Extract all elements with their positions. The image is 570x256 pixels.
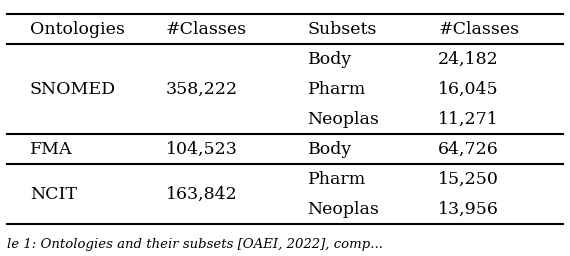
Text: Body: Body [308, 141, 352, 158]
Text: FMA: FMA [30, 141, 72, 158]
Text: 163,842: 163,842 [166, 186, 238, 203]
Text: Neoplas: Neoplas [308, 111, 380, 128]
Text: 104,523: 104,523 [166, 141, 238, 158]
Text: Pharm: Pharm [308, 171, 366, 188]
Text: SNOMED: SNOMED [30, 81, 116, 98]
Text: 24,182: 24,182 [438, 51, 499, 68]
Text: 64,726: 64,726 [438, 141, 499, 158]
Text: 358,222: 358,222 [166, 81, 238, 98]
Text: 16,045: 16,045 [438, 81, 499, 98]
Text: Neoplas: Neoplas [308, 201, 380, 218]
Text: Pharm: Pharm [308, 81, 366, 98]
Text: #Classes: #Classes [166, 20, 247, 38]
Text: Subsets: Subsets [308, 20, 377, 38]
Text: #Classes: #Classes [438, 20, 519, 38]
Text: NCIT: NCIT [30, 186, 77, 203]
Text: le 1: Ontologies and their subsets [OAEI, 2022], comp...: le 1: Ontologies and their subsets [OAEI… [7, 238, 383, 251]
Text: Ontologies: Ontologies [30, 20, 125, 38]
Text: Body: Body [308, 51, 352, 68]
Text: 15,250: 15,250 [438, 171, 499, 188]
Text: 13,956: 13,956 [438, 201, 499, 218]
Text: 11,271: 11,271 [438, 111, 499, 128]
